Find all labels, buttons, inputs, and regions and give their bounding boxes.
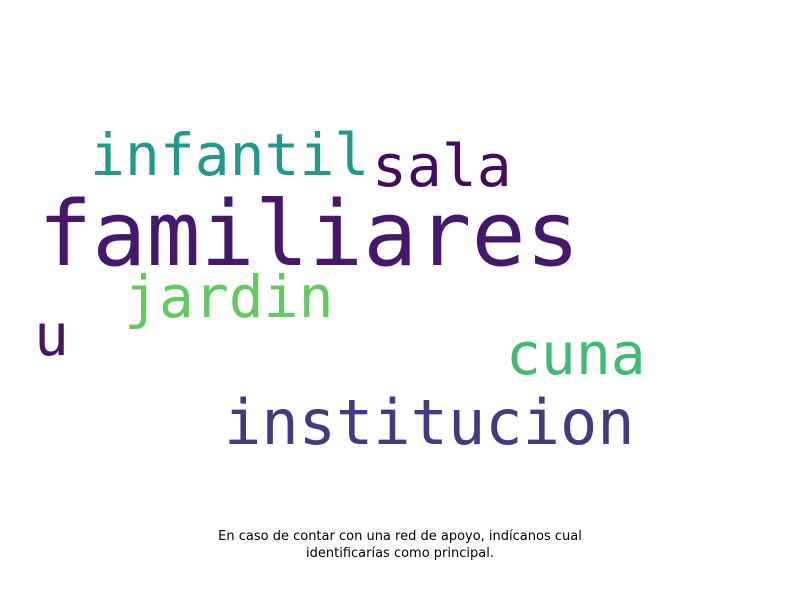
word-institucion: institucion [224,386,635,459]
word-sala: sala [372,132,512,200]
word-jardin: jardin [124,263,334,331]
figure-caption: En caso de contar con una red de apoyo, … [150,528,650,562]
word-familiares: familiares [38,182,580,287]
word-u: u [34,301,69,369]
word-cuna: cuna [506,320,646,388]
caption-line-1: En caso de contar con una red de apoyo, … [218,529,582,544]
word-infantil: infantil [90,121,370,189]
caption-line-2: identificarías como principal. [306,546,494,561]
